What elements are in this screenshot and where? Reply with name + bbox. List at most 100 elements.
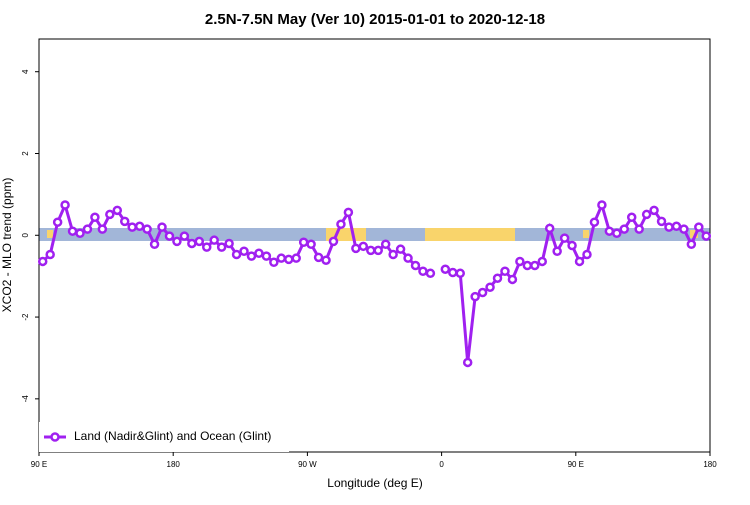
data-point	[194, 236, 205, 247]
data-point	[388, 249, 398, 260]
data-point	[559, 233, 570, 243]
y-axis-label: XCO2 - MLO trend (ppm)	[0, 178, 14, 313]
data-point	[395, 244, 406, 254]
data-point	[515, 256, 525, 267]
data-point	[358, 241, 369, 252]
data-point	[440, 264, 451, 274]
data-point	[313, 252, 324, 263]
data-point	[52, 217, 63, 227]
data-point	[403, 253, 413, 263]
land-band	[690, 230, 698, 238]
data-point	[336, 219, 346, 229]
data-point	[254, 248, 264, 259]
data-point	[530, 260, 540, 271]
data-point	[619, 224, 630, 234]
data-point	[179, 231, 190, 241]
data-point	[634, 224, 644, 234]
data-point	[418, 266, 428, 277]
land-ocean-strip	[39, 228, 710, 241]
y-tick-label: -2	[21, 313, 30, 321]
y-tick-label: 2	[21, 151, 30, 156]
data-point	[373, 245, 383, 256]
data-point	[500, 266, 510, 277]
data-point	[187, 238, 197, 249]
data-point	[462, 357, 473, 368]
data-point	[656, 216, 667, 227]
data-point	[604, 226, 615, 236]
data-point	[507, 274, 518, 285]
x-axis-label: Longitude (deg E)	[327, 476, 422, 490]
data-point	[492, 273, 503, 283]
chart-title: 2.5N-7.5N May (Ver 10) 2015-01-01 to 202…	[205, 11, 545, 28]
data-point	[134, 221, 145, 232]
data-point	[686, 239, 697, 250]
x-tick-label: 90 W	[298, 460, 317, 469]
data-point	[127, 222, 137, 232]
data-point	[97, 224, 108, 234]
legend-marker	[50, 432, 60, 442]
data-point	[351, 243, 361, 254]
data-point	[328, 236, 339, 247]
plot-frame	[38, 38, 711, 453]
y-tick-label: 4	[21, 69, 30, 74]
data-point	[239, 246, 249, 256]
data-point	[276, 253, 287, 263]
data-point	[246, 251, 257, 261]
data-point	[105, 209, 115, 220]
data-point	[410, 260, 421, 271]
y-tick-label: -4	[21, 395, 30, 403]
data-point	[172, 236, 182, 247]
data-point	[90, 212, 100, 223]
data-point	[202, 242, 212, 252]
data-point	[582, 249, 592, 260]
data-point	[366, 245, 376, 256]
data-point	[694, 222, 704, 232]
data-point	[291, 253, 301, 263]
data-point	[589, 217, 600, 227]
data-point	[157, 222, 167, 232]
land-band	[583, 230, 589, 238]
data-point	[574, 256, 585, 267]
data-point	[60, 200, 70, 210]
data-point	[701, 231, 712, 241]
data-point	[626, 212, 637, 223]
data-point	[67, 226, 78, 236]
land-band	[425, 228, 515, 241]
data-point	[112, 205, 123, 216]
data-point	[216, 242, 227, 252]
data-point	[477, 287, 488, 298]
legend-label: Land (Nadir&Glint) and Ocean (Glint)	[74, 429, 271, 443]
data-point	[537, 256, 547, 267]
data-point	[269, 257, 279, 268]
data-point	[306, 239, 316, 250]
data-point	[641, 209, 652, 220]
data-point	[425, 268, 436, 279]
data-point	[142, 224, 152, 234]
data-point	[75, 228, 85, 238]
data-point	[544, 223, 555, 234]
data-point	[37, 256, 48, 267]
x-tick-label: 90 E	[568, 460, 584, 469]
data-point	[679, 224, 689, 234]
data-point	[567, 240, 577, 251]
data-point	[164, 231, 175, 241]
data-point	[522, 260, 533, 271]
data-point	[343, 207, 354, 218]
data-point	[597, 200, 607, 210]
data-point	[82, 224, 93, 234]
data-point	[671, 221, 682, 232]
data-point	[448, 267, 458, 278]
land-band	[47, 230, 53, 238]
data-point	[470, 291, 480, 302]
data-point	[455, 268, 465, 279]
data-point	[224, 238, 234, 249]
x-tick-label: 180	[167, 460, 181, 469]
data-point	[261, 251, 272, 261]
data-point	[321, 255, 331, 265]
ocean-band	[39, 228, 710, 241]
data-point	[231, 249, 242, 260]
x-tick-label: 180	[703, 460, 717, 469]
data-point	[119, 216, 130, 227]
